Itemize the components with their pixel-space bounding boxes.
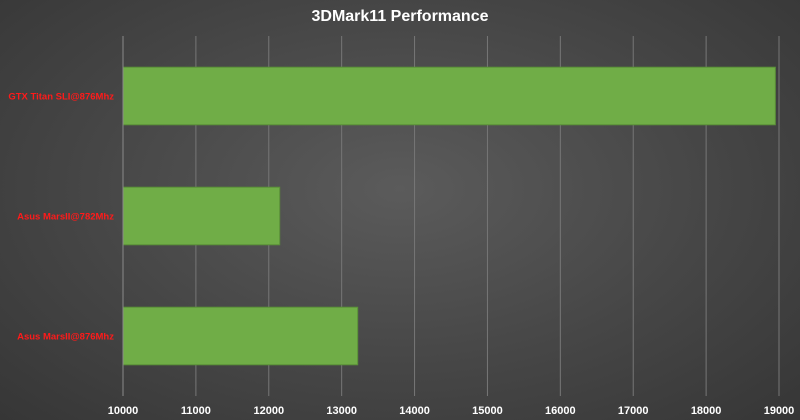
x-tick-labels: 10000 11000 12000 13000 14000 15000 16000 17000… xyxy=(108,405,795,417)
x-tick-label: 18000 xyxy=(691,405,722,417)
x-tick-label: 19000 xyxy=(764,405,795,417)
x-tick-label: 10000 xyxy=(108,405,139,417)
category-label: Asus MarsII@876Mhz xyxy=(17,332,114,343)
x-tick-label: 14000 xyxy=(399,405,430,417)
x-tick-label: 15000 xyxy=(472,405,503,417)
x-tick-label: 12000 xyxy=(253,405,284,417)
bar xyxy=(122,186,281,246)
chart-title: 3DMark11 Performance xyxy=(312,8,489,25)
bars xyxy=(122,66,776,366)
x-tick-label: 17000 xyxy=(618,405,649,417)
bar xyxy=(122,66,776,126)
category-label: Asus MarsII@782Mhz xyxy=(17,212,114,223)
category-label: GTX Titan SLI@876Mhz xyxy=(8,92,114,103)
x-tick-label: 11000 xyxy=(181,405,211,417)
category-labels: GTX Titan SLI@876Mhz Asus MarsII@782Mhz As… xyxy=(8,92,114,343)
x-tick-label: 16000 xyxy=(545,405,576,417)
bar xyxy=(122,306,359,366)
x-tick-label: 13000 xyxy=(326,405,357,417)
